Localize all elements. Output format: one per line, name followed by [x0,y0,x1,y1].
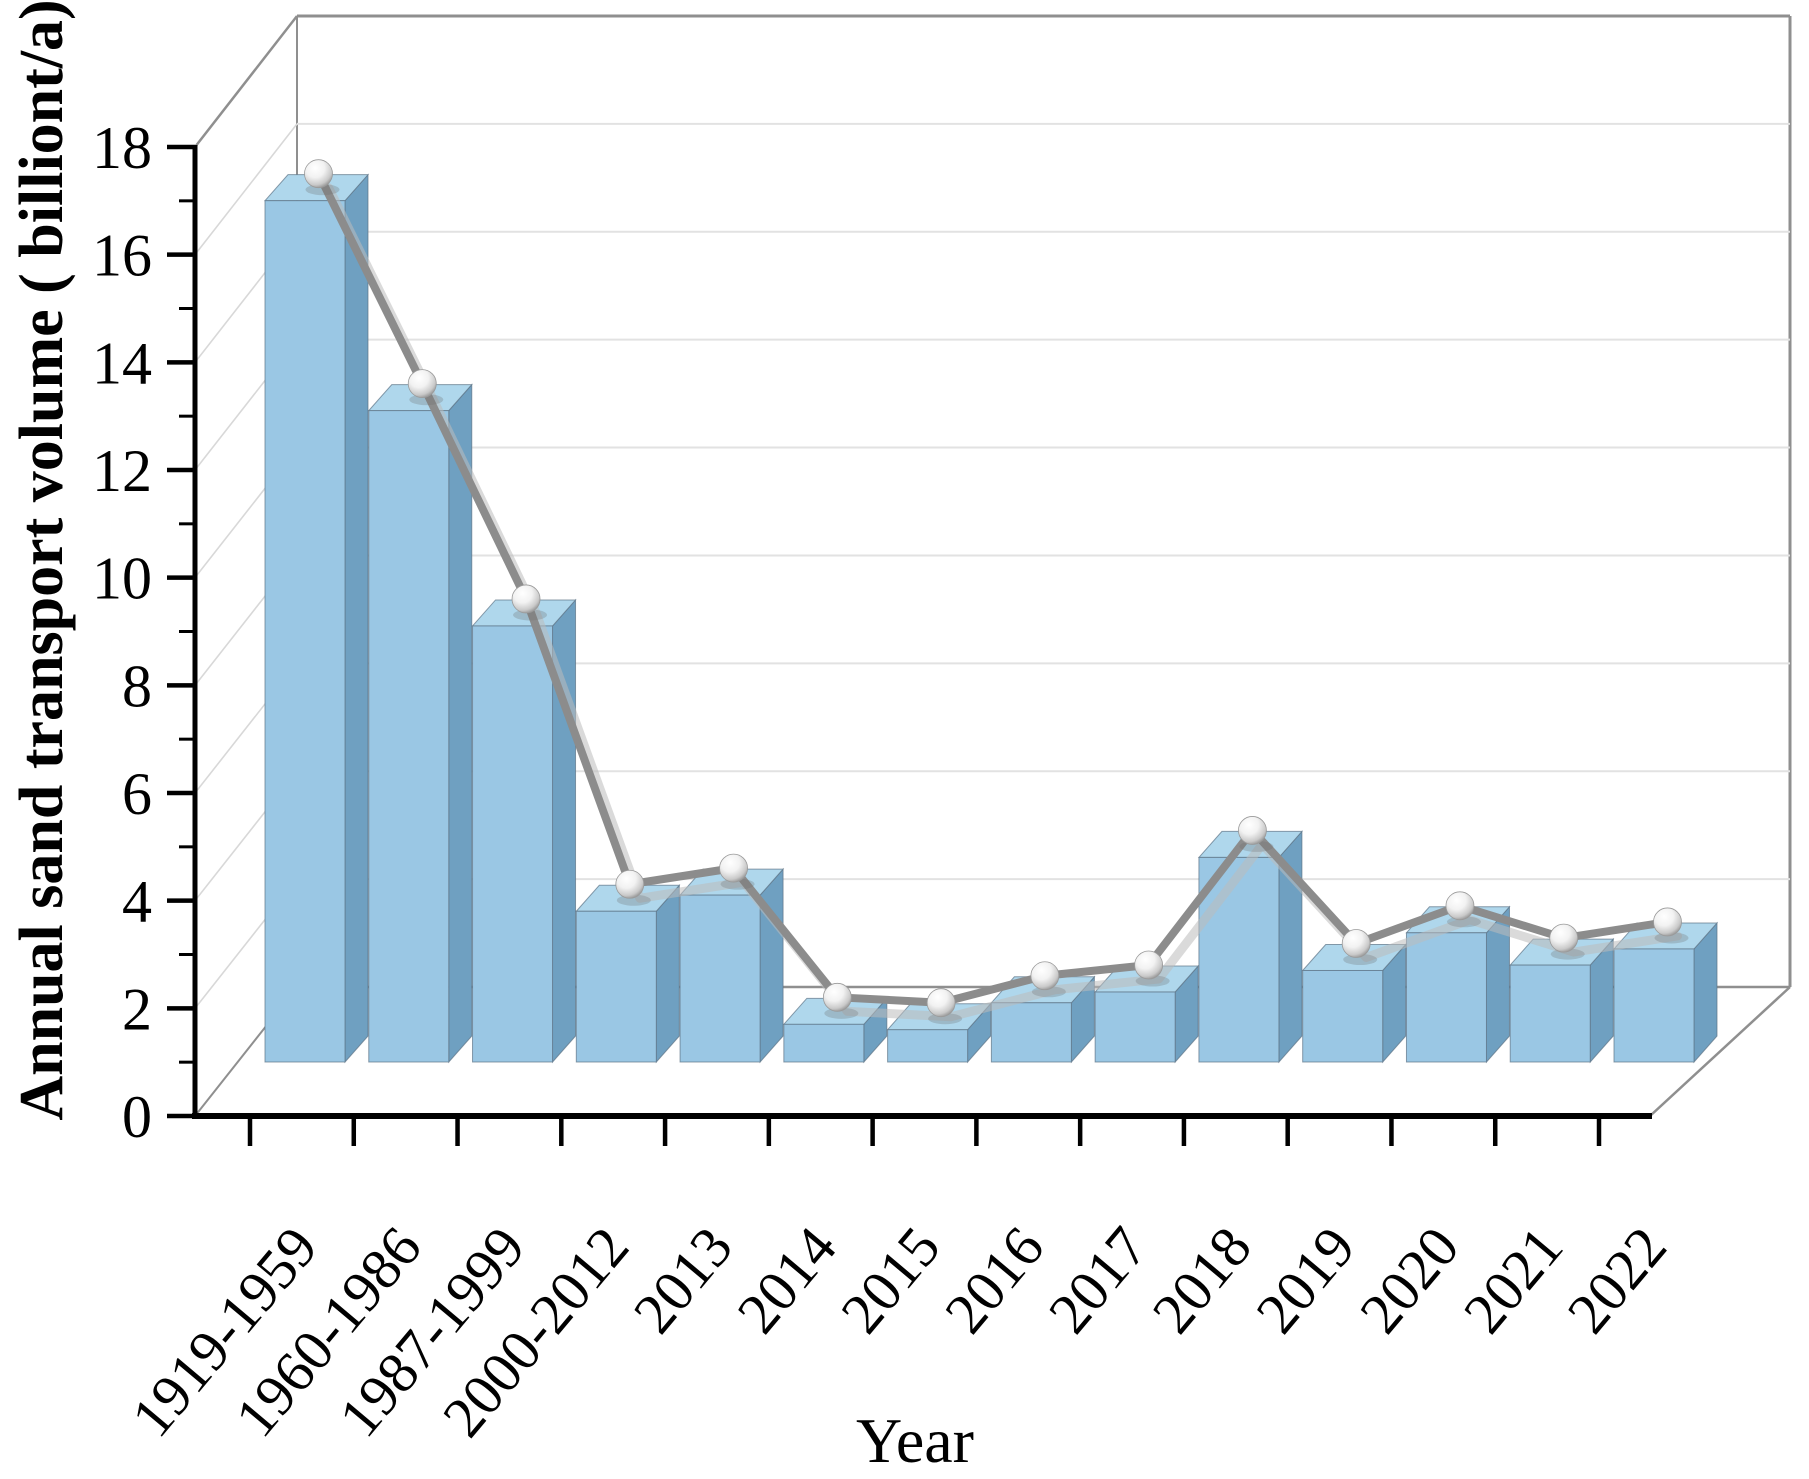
bar-2018 [1197,830,1304,1064]
data-point-2016 [1030,961,1060,991]
bar-side-face [759,867,784,1064]
data-point-2000-2012 [615,869,645,899]
x-tick-label-2019: 2019 [1243,1215,1367,1346]
y-tick-label-6: 6 [122,761,152,827]
bottom-right-depth-edge [1649,986,1791,1117]
y-tick-label-16: 16 [92,223,152,289]
trend-line [314,169,1672,1007]
bar-2000-2012 [575,883,681,1064]
x-tick-label-2017: 2017 [1036,1215,1160,1346]
bar-front-face [990,1002,1072,1063]
bar-front-face [575,910,657,1063]
y-axis-title: Annual sand transport volume ( billiont/… [8,0,76,1121]
bar-front-face [1613,948,1695,1063]
bar-side-face [344,173,369,1064]
x-tick-label-2018: 2018 [1140,1215,1264,1346]
data-point-2020 [1445,891,1475,921]
y-tick-label-8: 8 [122,653,152,719]
bar-front-face [887,1029,969,1063]
x-tick-label-2020: 2020 [1347,1215,1471,1346]
x-tick-label-2015: 2015 [828,1215,952,1346]
bar-front-face [783,1023,865,1063]
data-point-2017 [1134,950,1164,980]
data-point-1987-1999 [511,584,541,614]
data-point-2018 [1238,816,1267,845]
top-left-depth-edge [194,15,298,148]
axes [167,144,1652,1146]
x-axis-title: Year [856,1405,974,1476]
data-point-1919-1959 [304,159,333,189]
y-tick-label-14: 14 [92,330,152,396]
y-tick-label-10: 10 [92,546,152,612]
bar-side-face [655,883,680,1064]
data-point-2013 [719,853,748,883]
x-tick-label-2022: 2022 [1555,1215,1679,1346]
line-series [304,159,1689,1025]
y-tick-label-4: 4 [122,869,152,935]
left-wall-line-16 [194,123,298,256]
bar-front-face [1198,856,1280,1063]
bar-front-face [1405,932,1487,1063]
y-tick-labels: 0 2 4 6 8 10 12 14 16 18 [92,115,152,1150]
bar-front-face [679,894,761,1063]
bar-2013 [678,867,785,1064]
y-tick-label-12: 12 [92,438,152,504]
data-point-2015 [926,988,956,1018]
bar-series [263,173,1719,1064]
bar-front-face [368,410,450,1063]
bar-1919-1959 [263,173,370,1064]
x-tick-label-2014: 2014 [724,1215,848,1346]
bar-front-face [1302,969,1384,1063]
y-tick-label-18: 18 [92,115,152,181]
bar-front-face [1094,991,1176,1063]
y-tick-label-2: 2 [122,976,152,1042]
trend-line-shadow [324,183,1682,1022]
x-tick-label-2016: 2016 [932,1215,1056,1346]
data-point-2022 [1653,907,1682,937]
x-tick-label-2021: 2021 [1451,1215,1575,1346]
data-point-2019 [1341,929,1371,958]
bar-2022 [1612,921,1719,1064]
bar-1960-1986 [367,383,473,1064]
bar-front-face [472,625,554,1063]
bar-front-face [264,200,346,1063]
data-point-1960-1986 [407,369,437,399]
bar-front-face [1509,964,1591,1063]
data-point-2014 [822,982,852,1012]
bar-2014 [782,996,888,1064]
x-tick-label-2013: 2013 [621,1215,745,1346]
y-tick-label-0: 0 [122,1084,152,1150]
data-point-2021 [1549,923,1579,953]
